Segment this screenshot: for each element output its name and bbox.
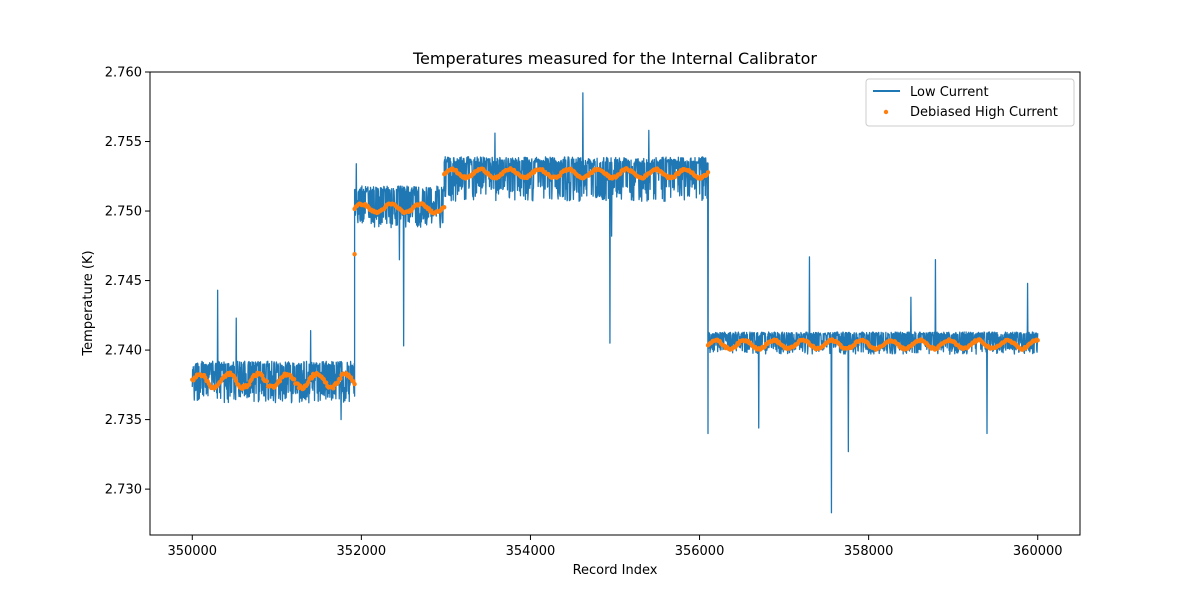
x-tick-label: 358000 bbox=[844, 544, 894, 559]
y-tick-label: 2.745 bbox=[105, 274, 142, 289]
legend-swatch-high-current bbox=[883, 109, 889, 115]
data-point bbox=[277, 379, 283, 384]
y-tick-label: 2.755 bbox=[105, 135, 142, 150]
data-point bbox=[352, 381, 357, 387]
data-point bbox=[246, 382, 252, 387]
y-axis: 2.730 2.735 2.740 2.745 2.750 2.755 2.760 bbox=[105, 66, 150, 498]
x-tick-label: 352000 bbox=[337, 544, 387, 559]
x-tick-label: 356000 bbox=[675, 544, 725, 559]
x-axis-label: Record Index bbox=[573, 563, 658, 578]
y-tick-label: 2.760 bbox=[105, 66, 142, 81]
data-point bbox=[291, 376, 297, 382]
y-tick-label: 2.750 bbox=[105, 205, 142, 220]
legend-label-low-current: Low Current bbox=[910, 85, 989, 100]
y-tick-label: 2.730 bbox=[105, 483, 142, 498]
series-low-current-line bbox=[191, 92, 1039, 514]
legend: Low Current Debiased High Current bbox=[865, 78, 1075, 127]
data-point bbox=[323, 380, 329, 385]
x-tick-label: 360000 bbox=[1013, 544, 1063, 559]
data-point-outlier bbox=[352, 251, 357, 257]
data-point bbox=[705, 170, 711, 175]
data-point bbox=[335, 380, 341, 385]
data-point bbox=[264, 379, 270, 384]
data-point bbox=[331, 386, 336, 391]
y-tick-label: 2.740 bbox=[105, 344, 142, 359]
x-axis: 350000 352000 354000 356000 358000 360000 bbox=[167, 535, 1063, 559]
plot-area bbox=[190, 92, 1040, 514]
y-tick-label: 2.735 bbox=[105, 413, 142, 428]
chart-title: Temperatures measured for the Internal C… bbox=[412, 49, 817, 68]
data-point bbox=[338, 376, 343, 381]
x-tick-label: 350000 bbox=[167, 544, 217, 559]
y-axis-label: Temperature (K) bbox=[81, 250, 96, 356]
data-point bbox=[442, 205, 447, 210]
x-tick-label: 354000 bbox=[506, 544, 556, 559]
legend-label-high-current: Debiased High Current bbox=[910, 105, 1058, 120]
plot-frame bbox=[149, 71, 1081, 536]
data-point bbox=[1035, 338, 1040, 343]
legend-box bbox=[865, 78, 1075, 127]
series-debiased-high-current-points bbox=[190, 166, 1040, 392]
